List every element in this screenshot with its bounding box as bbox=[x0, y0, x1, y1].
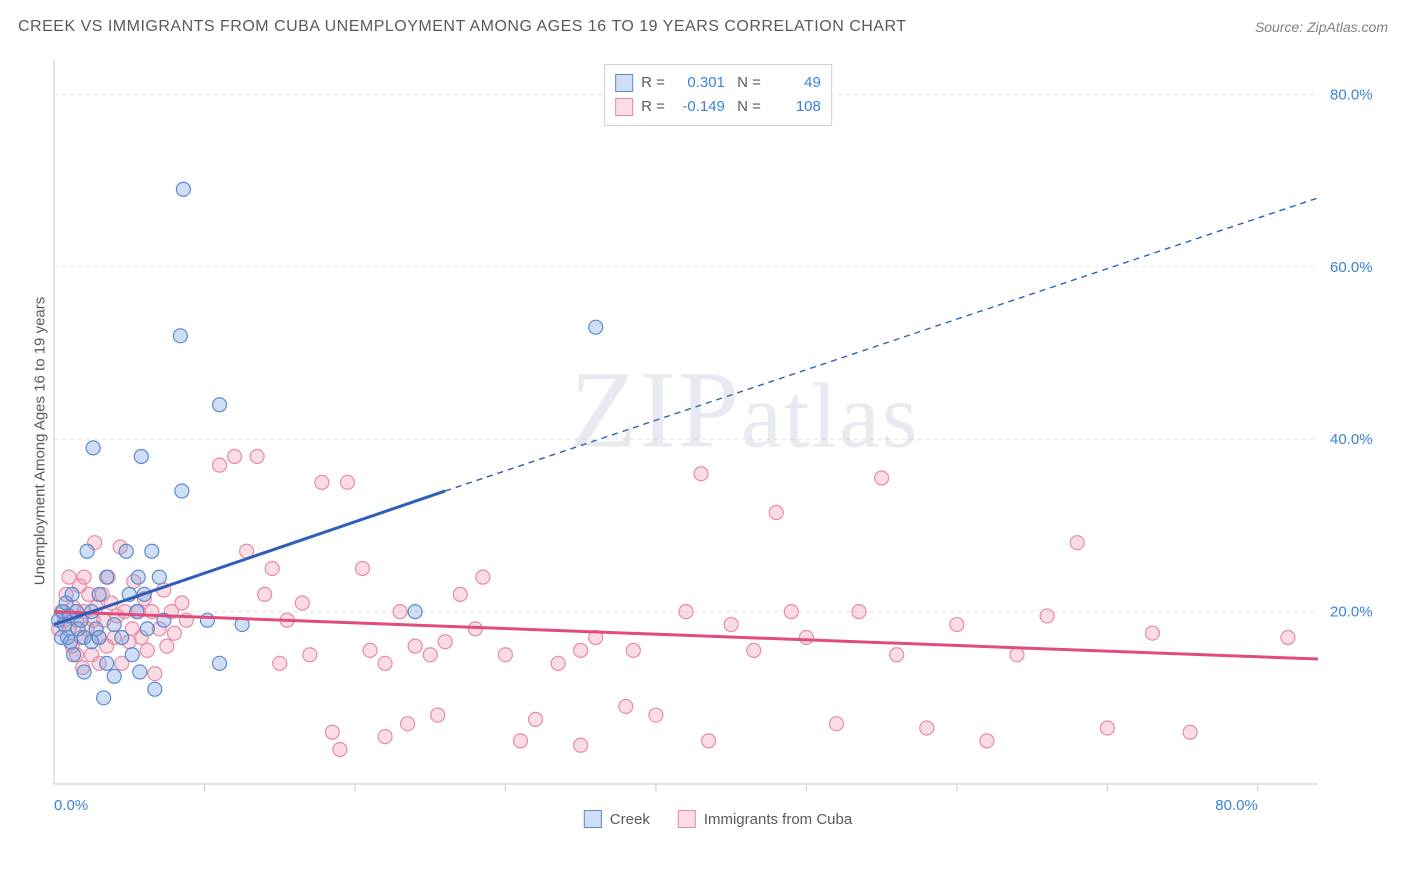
svg-text:20.0%: 20.0% bbox=[1330, 604, 1373, 621]
legend-r-value-creek: 0.301 bbox=[673, 71, 725, 95]
chart-title: CREEK VS IMMIGRANTS FROM CUBA UNEMPLOYME… bbox=[18, 18, 907, 36]
chart-area: Unemployment Among Ages 16 to 19 years 0… bbox=[48, 56, 1388, 826]
legend-n-label: N = bbox=[733, 71, 761, 95]
svg-text:40.0%: 40.0% bbox=[1330, 431, 1373, 448]
legend-row-cuba: R = -0.149 N = 108 bbox=[615, 95, 821, 119]
legend-r-value-cuba: -0.149 bbox=[673, 95, 725, 119]
legend-n-value-cuba: 108 bbox=[769, 95, 821, 119]
chart-source: Source: ZipAtlas.com bbox=[1255, 19, 1388, 35]
legend-swatch-creek bbox=[584, 810, 602, 828]
legend-r-label: R = bbox=[641, 95, 665, 119]
svg-text:60.0%: 60.0% bbox=[1330, 259, 1373, 276]
legend-swatch-cuba bbox=[678, 810, 696, 828]
legend-label-cuba: Immigrants from Cuba bbox=[704, 811, 852, 828]
legend-item-creek: Creek bbox=[584, 810, 650, 828]
svg-text:80.0%: 80.0% bbox=[1330, 86, 1373, 103]
scatter-plot: 0.0% 80.0% 20.0% 40.0% 60.0% 80.0% bbox=[48, 56, 1388, 826]
legend-r-label: R = bbox=[641, 71, 665, 95]
svg-text:0.0%: 0.0% bbox=[54, 797, 88, 814]
legend-item-cuba: Immigrants from Cuba bbox=[678, 810, 852, 828]
legend-n-label: N = bbox=[733, 95, 761, 119]
y-axis-label: Unemployment Among Ages 16 to 19 years bbox=[32, 297, 49, 586]
legend-swatch-cuba bbox=[615, 98, 633, 116]
svg-text:80.0%: 80.0% bbox=[1215, 797, 1258, 814]
legend-correlation-box: R = 0.301 N = 49 R = -0.149 N = 108 bbox=[604, 64, 832, 126]
legend-series: Creek Immigrants from Cuba bbox=[584, 810, 852, 828]
legend-label-creek: Creek bbox=[610, 811, 650, 828]
legend-swatch-creek bbox=[615, 74, 633, 92]
legend-n-value-creek: 49 bbox=[769, 71, 821, 95]
chart-header: CREEK VS IMMIGRANTS FROM CUBA UNEMPLOYME… bbox=[18, 18, 1388, 36]
legend-row-creek: R = 0.301 N = 49 bbox=[615, 71, 821, 95]
